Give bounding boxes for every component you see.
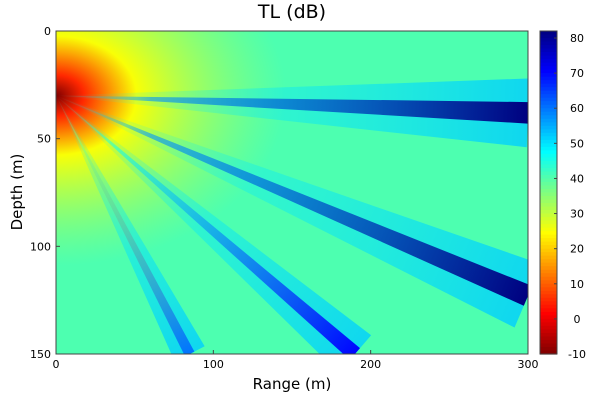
y-tick-label: 150 <box>30 348 51 361</box>
chart-title: TL (dB) <box>257 1 326 23</box>
x-axis-ticks: 0 100 200 300 <box>53 350 539 371</box>
y-axis-label: Depth (m) <box>8 154 26 231</box>
y-axis-ticks: 0 50 100 150 <box>30 25 60 361</box>
colorbar-tick-label: 70 <box>570 67 584 80</box>
colorbar-tick-label: 80 <box>570 32 584 45</box>
colorbar-ticks: -10 0 10 20 30 40 50 60 70 80 <box>554 32 586 361</box>
colorbar-frame <box>539 30 558 355</box>
colorbar-tick-label: 30 <box>570 208 584 221</box>
colorbar-tick-label: 40 <box>570 172 584 185</box>
interference-null-4 <box>56 95 205 354</box>
x-tick-label: 300 <box>518 358 539 371</box>
x-tick-label: 100 <box>203 358 224 371</box>
x-tick-label: 0 <box>53 358 60 371</box>
colorbar-tick-label: -10 <box>568 348 586 361</box>
colorbar-tick-label: 50 <box>570 137 584 150</box>
y-tick-label: 100 <box>30 240 51 253</box>
plot-frame <box>55 30 529 355</box>
heatmap-layer <box>56 31 528 354</box>
colorbar-tick-label: 60 <box>570 102 584 115</box>
colorbar: -10 0 10 20 30 40 50 60 70 80 <box>539 30 586 361</box>
interference-null-1 <box>56 78 528 148</box>
colorbar-tick-label: 20 <box>570 243 584 256</box>
x-tick-label: 200 <box>360 358 381 371</box>
colorbar-tick-label: 10 <box>570 278 584 291</box>
colorbar-gradient <box>540 31 557 355</box>
y-tick-label: 0 <box>44 25 51 38</box>
heatmap-area <box>56 31 528 354</box>
x-axis-label: Range (m) <box>253 375 332 393</box>
colorbar-tick-label: 0 <box>574 313 581 326</box>
interference-null-2 <box>56 95 528 328</box>
interference-null-3 <box>56 95 372 354</box>
y-tick-label: 50 <box>37 133 51 146</box>
